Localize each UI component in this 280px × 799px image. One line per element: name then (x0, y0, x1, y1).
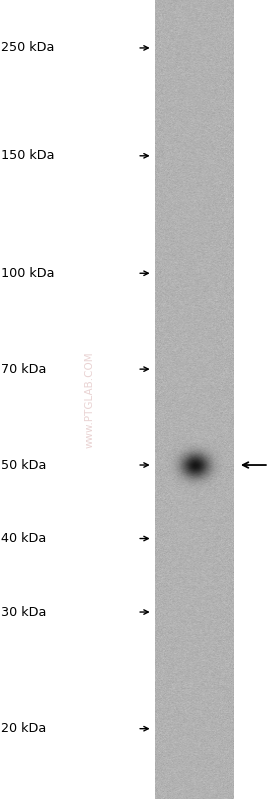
Text: 100 kDa: 100 kDa (1, 267, 55, 280)
Text: 20 kDa: 20 kDa (1, 722, 47, 735)
Text: 70 kDa: 70 kDa (1, 363, 47, 376)
Text: 150 kDa: 150 kDa (1, 149, 55, 162)
Text: www.PTGLAB.COM: www.PTGLAB.COM (85, 352, 95, 447)
Text: 250 kDa: 250 kDa (1, 42, 55, 54)
Text: 50 kDa: 50 kDa (1, 459, 47, 471)
Text: 30 kDa: 30 kDa (1, 606, 47, 618)
Text: 40 kDa: 40 kDa (1, 532, 47, 545)
